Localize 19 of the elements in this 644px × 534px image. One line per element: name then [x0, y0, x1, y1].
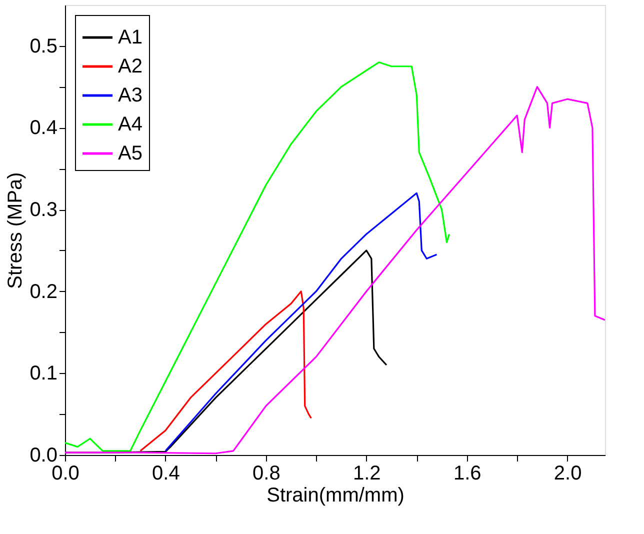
line-series — [164, 192, 438, 452]
legend-label: A3 — [118, 84, 142, 106]
x-tick-label: 2.0 — [554, 462, 582, 484]
legend-label: A2 — [118, 56, 142, 78]
x-tick-label: 1.6 — [453, 462, 482, 484]
y-tick-label: 0.4 — [30, 117, 58, 140]
y-tick-label: 0.5 — [30, 35, 58, 58]
line-series — [140, 290, 312, 452]
y-tick-label: 0.1 — [30, 362, 58, 385]
x-tick-label: 0.4 — [152, 462, 180, 484]
x-tick-label: 0.8 — [252, 462, 280, 484]
x-tick-label: 1.2 — [352, 462, 381, 484]
x-axis-title: Strain(mm/mm) — [266, 484, 404, 506]
legend-label: A4 — [118, 114, 142, 136]
y-axis-title: Stress (MPa) — [4, 172, 27, 289]
y-tick-label: 0.2 — [30, 280, 58, 303]
legend-label: A5 — [118, 142, 142, 164]
y-tick-label: 0.3 — [30, 199, 58, 222]
legend-label: A1 — [118, 26, 142, 48]
